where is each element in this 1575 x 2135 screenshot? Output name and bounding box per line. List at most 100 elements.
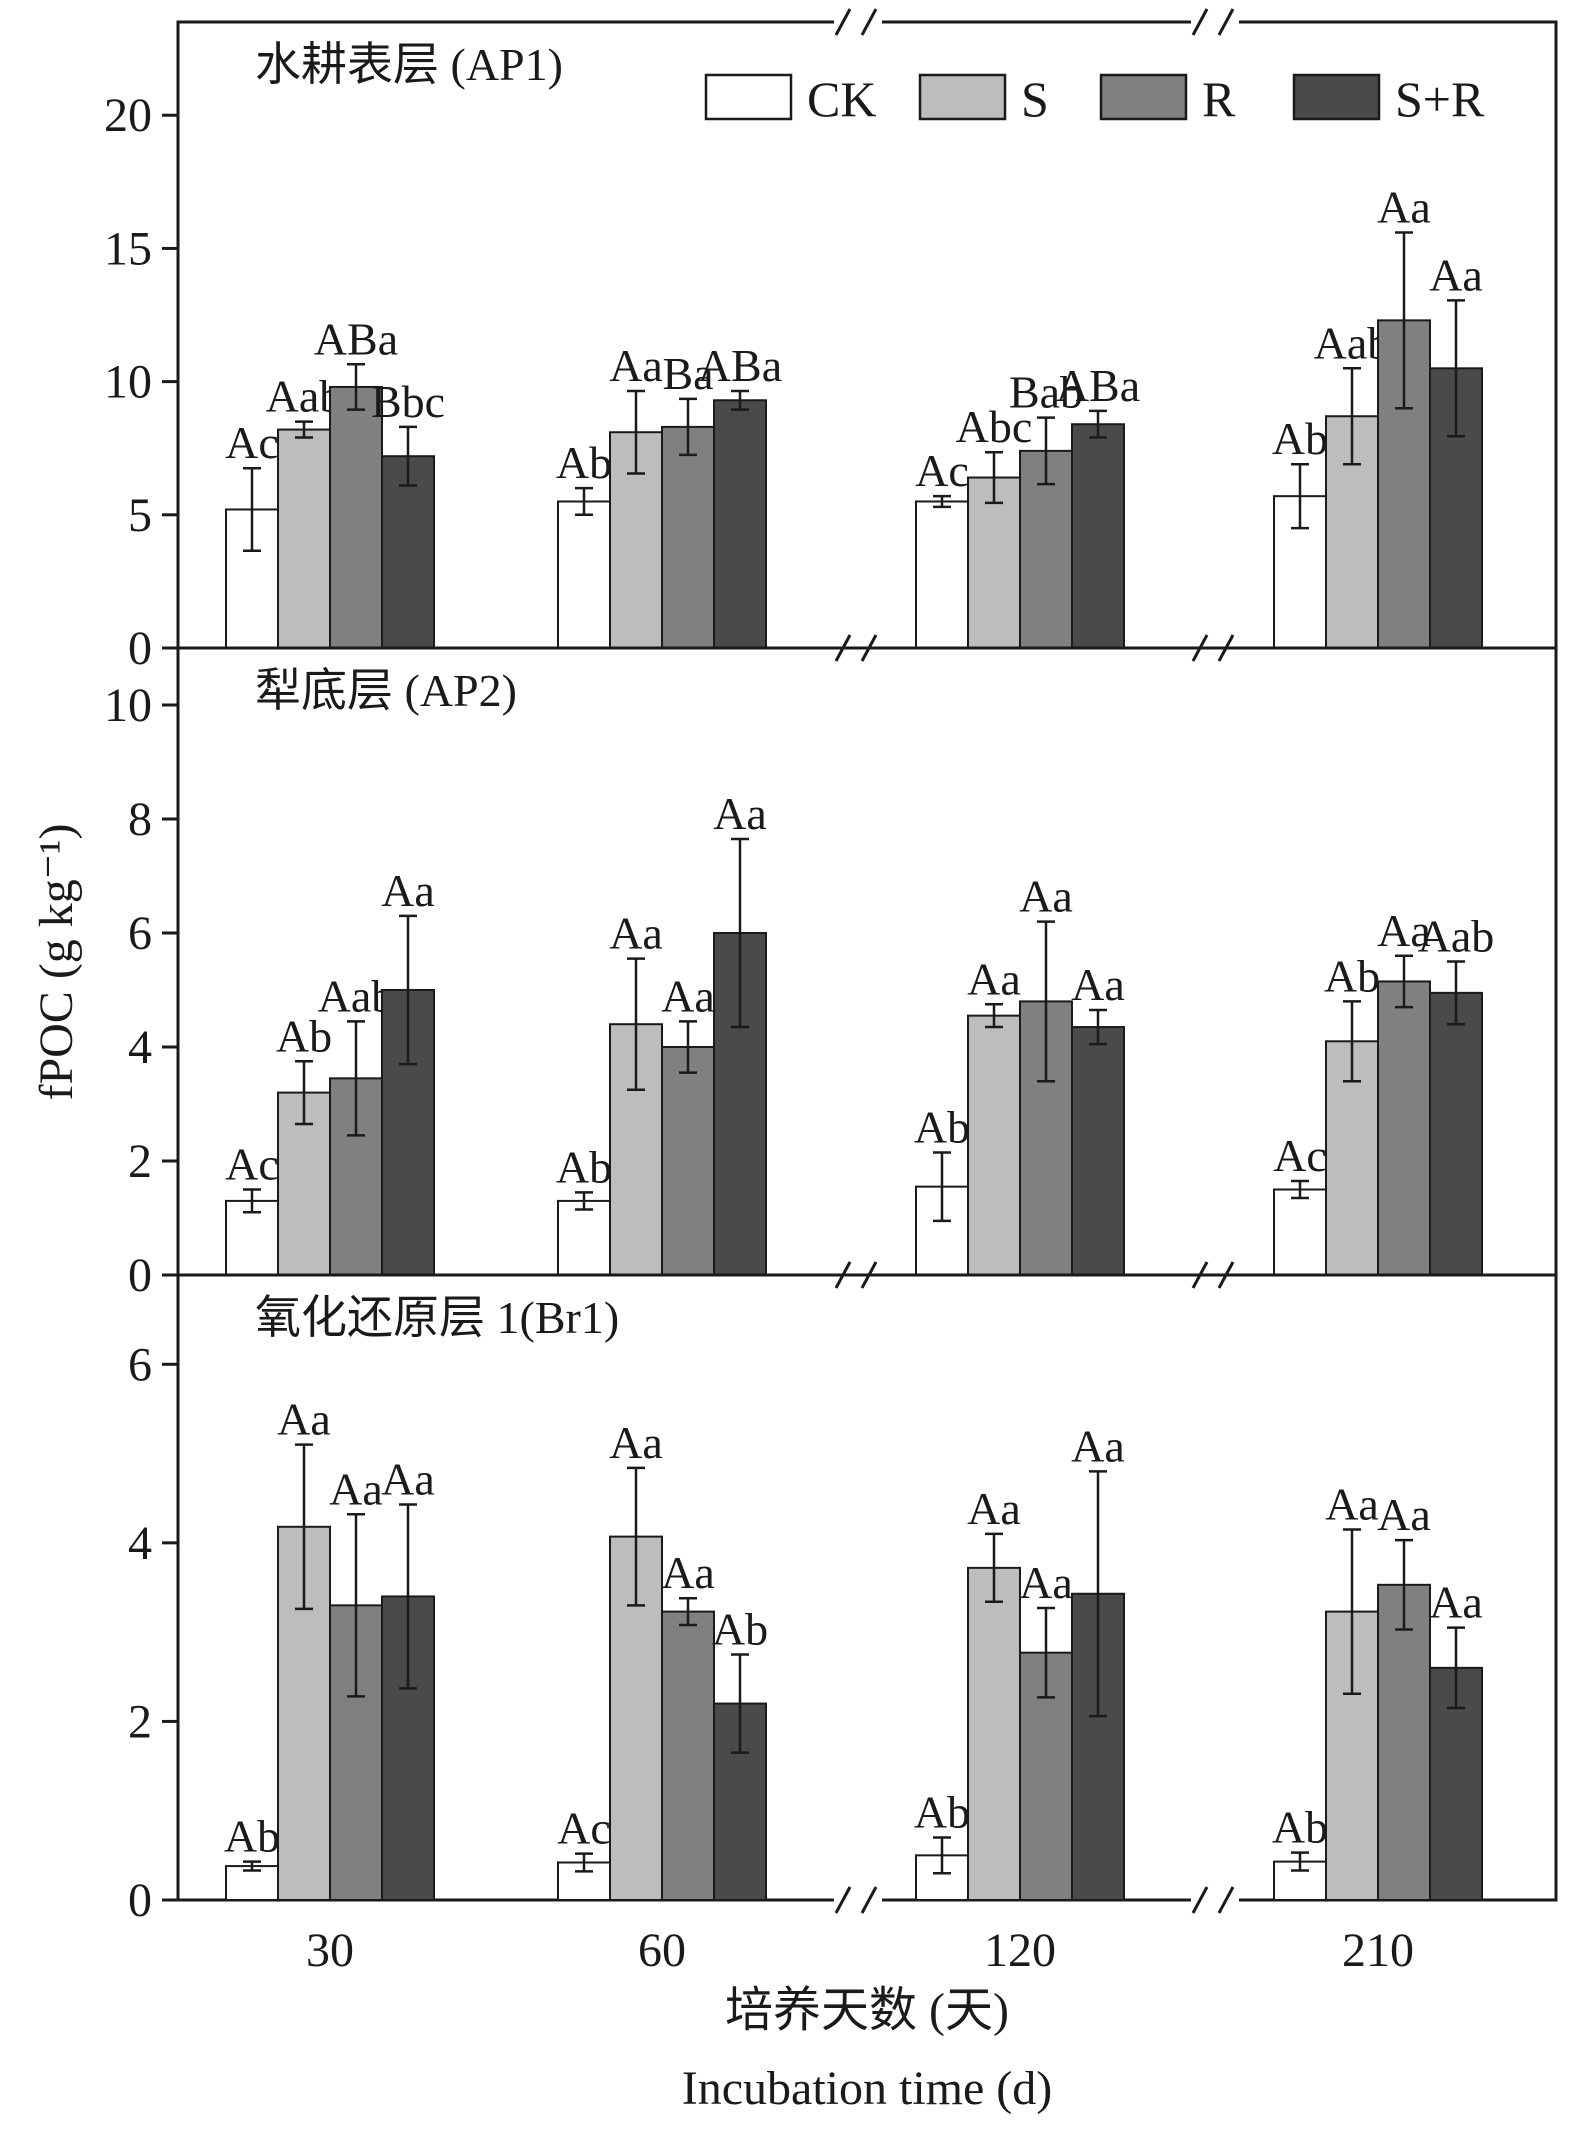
significance-label: Ba: [662, 348, 713, 399]
significance-label: Aa: [967, 1483, 1021, 1534]
bar: [915, 500, 969, 649]
significance-label: Ab: [712, 1603, 768, 1654]
panel-title: 氧化还原层 1(Br1): [255, 1292, 619, 1343]
significance-label: Ab: [914, 1787, 970, 1838]
significance-label: Aa: [967, 953, 1021, 1004]
significance-label: Aa: [713, 788, 767, 839]
legend-swatch: [918, 73, 1007, 121]
bar: [967, 476, 1021, 649]
significance-label: Ac: [1273, 1130, 1327, 1181]
y-tick-label: 4: [128, 1021, 152, 1074]
bar: [1377, 980, 1431, 1276]
axis-break-mark: [1217, 8, 1235, 36]
significance-label: Aa: [277, 1394, 331, 1445]
significance-label: Aa: [1429, 249, 1483, 300]
bar: [661, 1610, 715, 1902]
y-tick-label: 20: [104, 89, 152, 142]
y-tick-label: 2: [128, 1135, 152, 1188]
significance-label: ABa: [698, 340, 782, 391]
significance-label: Ac: [915, 445, 969, 496]
bar: [557, 1199, 611, 1277]
bar: [661, 1046, 715, 1276]
significance-label: Ab: [224, 1811, 280, 1862]
significance-label: Abc: [956, 401, 1033, 452]
legend-label: CK: [807, 71, 876, 127]
x-axis-title-cn: 培养天数 (天): [725, 1984, 1009, 2037]
legend-item: CK: [704, 71, 876, 127]
y-tick-label: 15: [104, 222, 152, 275]
legend-swatch: [1099, 73, 1188, 121]
significance-label: Aa: [609, 908, 663, 959]
bar: [277, 428, 331, 649]
significance-label: Ab: [1272, 1802, 1328, 1853]
significance-label: Aa: [381, 865, 435, 916]
significance-label: Ab: [914, 1101, 970, 1152]
bar: [967, 1014, 1021, 1277]
bar: [557, 500, 611, 649]
y-tick-label: 6: [128, 907, 152, 960]
axis-break-mark: [860, 1886, 878, 1914]
x-tick-label: 30: [306, 1924, 354, 1977]
y-tick-label: 10: [104, 356, 152, 409]
legend-label: S: [1021, 71, 1049, 127]
legend-item: R: [1099, 71, 1236, 127]
legend-label: R: [1202, 71, 1236, 127]
bar: [329, 1604, 383, 1902]
panel-title: 水耕表层 (AP1): [255, 39, 563, 90]
significance-label: Ab: [556, 1141, 612, 1192]
x-tick-label: 60: [638, 1924, 686, 1977]
bar: [1071, 1026, 1125, 1277]
bar: [967, 1566, 1021, 1902]
panel-title: 犁底层 (AP2): [255, 665, 517, 716]
significance-label: Ab: [1324, 950, 1380, 1001]
legend-label: S+R: [1395, 71, 1485, 127]
y-tick-label: 6: [128, 1338, 152, 1391]
significance-label: Ab: [556, 437, 612, 488]
legend-item: S: [918, 71, 1049, 127]
significance-label: Aa: [661, 970, 715, 1021]
significance-label: Aa: [661, 1547, 715, 1598]
significance-label: Bbc: [371, 376, 445, 427]
bar: [1377, 1583, 1431, 1901]
axis-break-mark: [1191, 1886, 1209, 1914]
significance-label: Bab: [1009, 367, 1083, 418]
axis-break-mark: [834, 8, 852, 36]
bar: [1429, 991, 1483, 1276]
y-tick-label: 8: [128, 793, 152, 846]
y-tick-label: 0: [128, 1249, 152, 1302]
legend-item: S+R: [1292, 71, 1485, 127]
bar: [1273, 1188, 1327, 1276]
significance-label: Aa: [1429, 1577, 1483, 1628]
significance-label: Aa: [609, 1417, 663, 1468]
significance-label: Aa: [609, 340, 663, 391]
significance-label: Aa: [381, 1453, 435, 1504]
y-tick-label: 2: [128, 1695, 152, 1748]
significance-label: Aa: [1071, 1420, 1125, 1471]
y-tick-label: 0: [128, 622, 152, 675]
axis-break-mark: [1217, 1886, 1235, 1914]
axis-break-mark: [834, 1886, 852, 1914]
significance-label: Aa: [1071, 959, 1125, 1010]
y-tick-label: 0: [128, 1874, 152, 1927]
legend-swatch: [1292, 73, 1381, 121]
significance-label: Aa: [1019, 1557, 1073, 1608]
bar: [713, 399, 767, 649]
x-axis-title-en: Incubation time (d): [682, 2062, 1053, 2115]
y-tick-label: 10: [104, 679, 152, 732]
bar: [1071, 423, 1125, 650]
axis-break-mark: [860, 8, 878, 36]
significance-label: Aab: [1418, 911, 1495, 962]
significance-label: Aa: [1377, 905, 1431, 956]
legend: CK S R S+R: [704, 71, 1485, 127]
significance-label: Ac: [225, 1139, 279, 1190]
significance-label: Aa: [1019, 871, 1073, 922]
significance-label: Ab: [276, 1010, 332, 1061]
bar: [661, 425, 715, 649]
axis-break-mark: [1191, 8, 1209, 36]
significance-label: ABa: [1056, 360, 1140, 411]
